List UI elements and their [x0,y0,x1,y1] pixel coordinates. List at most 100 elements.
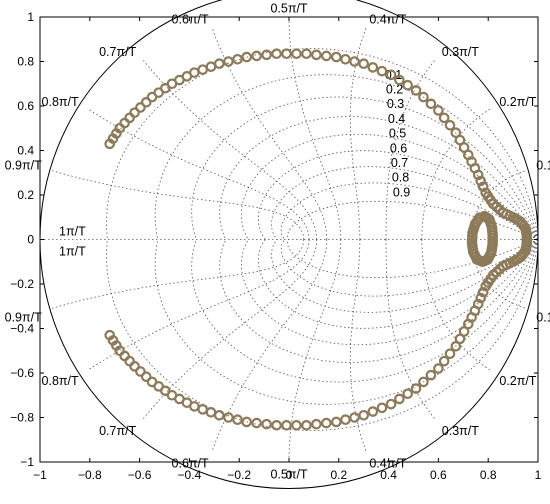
y-tick-label: 1 [27,10,34,24]
data-point [438,112,450,124]
data-point [251,417,262,429]
damping-curve [240,239,539,346]
data-point [311,49,322,61]
data-point [444,348,456,360]
frequency-label: 0.1π/T [536,158,550,172]
frequency-label: 0.7π/T [99,45,136,59]
data-point [321,50,332,62]
data-point [376,402,388,414]
data-point [340,53,351,65]
data-point [311,418,322,430]
data-point [241,416,252,428]
x-tick-label: −0.4 [178,468,202,482]
data-point [402,79,413,91]
data-point [477,181,489,193]
y-tick-label: 0 [27,233,34,247]
damping-label: 0.2 [386,83,403,97]
unit-circle [39,0,539,489]
data-point [376,65,388,77]
data-point [402,388,413,400]
data-point [450,340,462,352]
damping-label: 0.9 [393,185,410,199]
data-point [197,64,208,75]
data-point [358,58,369,70]
x-tick-label: 0.6 [430,468,447,482]
y-tick-label: −0.6 [10,366,34,380]
data-point [223,56,234,67]
damping-curve [154,74,539,240]
frequency-label: 0.4π/T [369,456,406,470]
data-point [418,91,429,103]
natural-frequency-curve [52,170,305,240]
data-point [271,48,282,60]
frequency-label: 0.5π/T [270,2,307,16]
data-point [475,292,487,304]
damping-curve [191,96,539,240]
data-point [189,67,200,78]
axis-ticks: −1 −0.8 −0.6 −0.4 −0.2 0 0.2 0.4 0.6 0.8 110.80.60… [10,10,541,482]
data-point [425,369,437,381]
frequency-label: 0.2π/T [499,95,536,109]
data-point [291,48,302,60]
data-point [477,286,489,298]
damping-label: 0.6 [390,141,407,155]
x-tick-label: 0.2 [330,468,347,482]
damping-curve [258,150,539,240]
frequency-label: 0.8π/T [42,374,79,388]
data-point [331,51,342,63]
data-point [232,53,243,65]
y-tick-label: 0.2 [17,188,34,202]
data-point [129,361,140,372]
data-point [281,419,292,431]
data-point [129,107,140,118]
data-point [349,56,360,67]
data-point [205,61,217,72]
data-point [358,409,369,421]
data-point [301,419,312,431]
frequency-label: 0.1π/T [536,311,550,325]
x-tick-label: −0.8 [78,468,102,482]
grid-labels: 0.1π/T 0.2π/T 0.3π/T 0.4π/T 0.5π/T 0.6π/T 0.7π… [5,2,550,482]
data-point [349,412,360,423]
data-point [425,98,437,110]
data-point [135,102,146,113]
y-tick-label: −0.2 [10,277,34,291]
y-tick-label: 0.8 [17,55,34,69]
data-point [261,49,272,61]
frequency-label: 1π/T [59,245,86,259]
natural-frequency-curve [349,27,367,240]
data-point [367,62,379,73]
frequency-label: 0.6π/T [172,456,209,470]
data-point [213,58,225,70]
frequency-label: 0.4π/T [369,13,406,27]
frequency-label: 0.3π/T [442,424,479,438]
damping-label: 0.7 [391,156,408,170]
frequency-label: 0.7π/T [99,424,136,438]
data-point [119,117,130,129]
data-point [474,212,485,223]
data-point [367,406,379,417]
x-tick-label: −0.6 [128,468,152,482]
data-point [140,371,152,383]
damping-curve [106,239,539,431]
data-point [433,105,444,116]
data-point [438,355,450,367]
x-tick-label: −0.2 [227,468,251,482]
damping-curve [286,200,539,240]
y-tick-label: 0.6 [17,99,34,113]
natural-frequency-curve [52,239,305,309]
damping-curve [280,182,539,240]
data-point [433,363,444,374]
data-point [291,419,302,431]
natural-frequency-curve [385,239,436,420]
y-tick-label: −0.8 [10,411,34,425]
y-tick-label: −1 [20,455,34,469]
x-tick-label: 0 [286,468,293,482]
data-point [124,355,135,367]
natural-frequency-curve [349,239,367,452]
frequency-label: 0.5π/T [270,467,307,481]
data-point [223,412,234,423]
data-point [140,96,152,108]
data-point [418,376,429,388]
